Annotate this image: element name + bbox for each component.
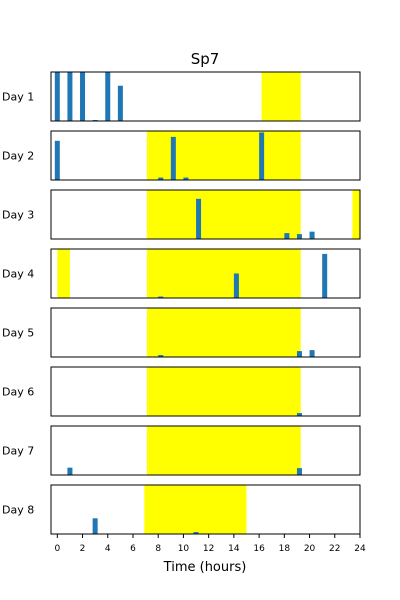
bar: [309, 350, 315, 357]
bar: [183, 177, 189, 180]
highlight-region: [146, 131, 301, 180]
x-tick-label: 0: [54, 544, 60, 554]
bar: [309, 231, 315, 239]
x-axis-label: Time (hours): [163, 560, 247, 575]
x-tick-label: 10: [178, 544, 190, 554]
bar: [284, 233, 290, 239]
panel-frame: [50, 189, 361, 240]
bar: [158, 355, 164, 357]
bar: [193, 532, 199, 534]
bar: [296, 351, 302, 357]
x-tick-label: 20: [304, 544, 316, 554]
bar: [170, 136, 176, 180]
highlight-region: [146, 426, 301, 475]
row-label: Day 5: [2, 327, 34, 340]
panel-frame: [50, 366, 361, 417]
bar: [92, 518, 98, 534]
day-panels: Day 1 Day 2 Day 3 Day 4 Day 5 Day 6 Day 7 Day 8: [2, 71, 361, 535]
bar: [322, 253, 328, 298]
x-tick-label: 24: [354, 544, 366, 554]
highlight-region: [146, 190, 301, 239]
highlight-region: [57, 249, 70, 298]
bar: [54, 72, 60, 121]
panel-frame: [50, 130, 361, 181]
x-tick-label: 8: [155, 544, 161, 554]
bar: [158, 177, 164, 180]
bar: [80, 72, 86, 121]
highlight-region: [146, 367, 301, 416]
bar: [67, 467, 73, 475]
row-label: Day 8: [2, 504, 34, 517]
bar: [259, 132, 265, 180]
day-panel: Day 1: [2, 71, 361, 122]
highlight-region: [146, 308, 301, 357]
bar: [296, 468, 302, 475]
x-tick-label: 14: [228, 544, 240, 554]
day-panel: Day 5: [2, 307, 361, 358]
panel-frame: [50, 484, 361, 535]
panel-frame: [50, 71, 361, 122]
row-label: Day 2: [2, 150, 34, 163]
x-tick-label: 4: [105, 544, 111, 554]
highlight-region: [146, 249, 301, 298]
bar: [296, 234, 302, 239]
row-label: Day 1: [2, 91, 34, 104]
day-panel: Day 3: [2, 189, 361, 240]
x-tick-label: 22: [329, 544, 340, 554]
x-tick-label: 2: [80, 544, 86, 554]
bar: [233, 273, 239, 298]
chart-title: Sp7: [191, 50, 220, 68]
bar: [54, 140, 60, 180]
highlight-region: [352, 190, 360, 239]
panel-frame: [50, 425, 361, 476]
bar: [158, 296, 164, 298]
row-label: Day 4: [2, 268, 34, 281]
x-tick-label: 18: [279, 544, 291, 554]
row-label: Day 3: [2, 209, 34, 222]
x-axis: 0 2 4 6 8 10 12 14 16 18 20 22 24: [54, 534, 366, 554]
row-label: Day 7: [2, 445, 34, 458]
x-tick-label: 6: [130, 544, 136, 554]
day-panel: Day 2: [2, 130, 361, 181]
row-label: Day 6: [2, 386, 34, 399]
day-panel: Day 4: [2, 248, 361, 299]
bar: [105, 72, 111, 121]
bar: [196, 198, 202, 239]
bar: [67, 72, 73, 121]
x-tick-label: 12: [203, 544, 214, 554]
day-panel: Day 7: [2, 425, 361, 476]
bar: [117, 85, 123, 121]
highlight-region: [144, 485, 247, 534]
day-panel: Day 8: [2, 484, 361, 535]
x-tick-label: 16: [253, 544, 265, 554]
panel-frame: [50, 248, 361, 299]
bar: [296, 413, 302, 416]
highlight-region: [261, 72, 301, 121]
panel-frame: [50, 307, 361, 358]
day-panel: Day 6: [2, 366, 361, 417]
